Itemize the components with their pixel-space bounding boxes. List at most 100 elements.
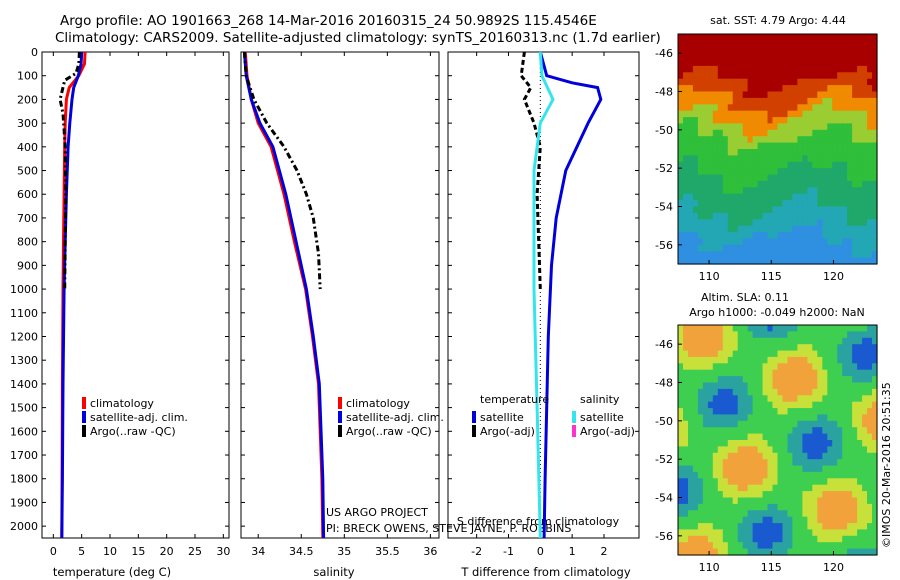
sla-map-cell xyxy=(772,356,779,364)
sst-map-cell xyxy=(762,65,769,73)
sla-map-cell xyxy=(772,414,779,422)
sla-map-cell xyxy=(712,459,719,467)
sst-map-cell xyxy=(727,155,734,163)
sla-map-cell xyxy=(832,369,838,377)
sla-map-cell xyxy=(872,440,878,447)
depth-tick-label: 1600 xyxy=(10,425,38,438)
sla-map-cell xyxy=(688,382,694,390)
sla-map-cell xyxy=(692,401,699,409)
sla-map-cell xyxy=(857,484,863,492)
difference-legend-group-title: temperature xyxy=(480,393,549,406)
sla-map-cell xyxy=(747,523,754,531)
sst-map-cell xyxy=(802,180,808,188)
sst-map-cell xyxy=(847,155,853,163)
sst-map-cell xyxy=(772,59,779,67)
sla-map-cell xyxy=(862,325,868,332)
sla-map-cell xyxy=(782,465,789,473)
sst-map-cell xyxy=(857,168,863,176)
sla-map-cell xyxy=(857,337,863,345)
sst-map-cell xyxy=(702,232,709,240)
sla-map-cell xyxy=(812,542,818,550)
sst-map-cell xyxy=(742,168,749,176)
sst-map-cell xyxy=(832,212,838,220)
sla-map-cell xyxy=(767,433,774,441)
sst-map-cell xyxy=(737,251,744,259)
sst-map-cell xyxy=(737,110,744,118)
sla-map-cell xyxy=(872,427,878,435)
sla-map-cell xyxy=(862,523,868,531)
sst-map-cell xyxy=(862,212,868,220)
sla-map-cell xyxy=(857,344,863,352)
sst-map-cell xyxy=(742,104,749,112)
sla-map-cell xyxy=(857,395,863,403)
sla-map-cell xyxy=(867,337,873,345)
sla-map-cell xyxy=(837,420,843,428)
sst-map-cell xyxy=(812,161,818,169)
sst-map-cell xyxy=(807,65,813,73)
sla-map-cell xyxy=(757,408,764,416)
sst-map-cell xyxy=(707,225,714,233)
sst-map-cell xyxy=(802,251,808,259)
sst-map-cell xyxy=(697,136,704,144)
sst-map-cell xyxy=(722,212,729,220)
difference-top-xlabel: S difference from climatology xyxy=(457,515,620,528)
sla-map-cell xyxy=(787,478,794,486)
sla-map-cell xyxy=(842,484,848,492)
sla-map-cell xyxy=(683,369,689,377)
sla-map-cell xyxy=(787,420,794,428)
depth-tick-label: 300 xyxy=(17,117,38,130)
sst-map-cell xyxy=(812,232,818,240)
sla-map-cell xyxy=(802,510,808,518)
sst-map-cell xyxy=(857,155,863,163)
sla-map-cell xyxy=(852,325,858,332)
sst-map-cell xyxy=(867,97,873,105)
sst-map-cell xyxy=(777,123,784,131)
sst-map-cell xyxy=(872,161,878,169)
sst-map-cell xyxy=(752,34,759,41)
sla-map-cell xyxy=(857,452,863,460)
sla-map-cell xyxy=(757,446,764,454)
sla-map-cell xyxy=(822,484,828,492)
sla-map-cell xyxy=(822,408,828,416)
sst-map-cell xyxy=(817,232,823,240)
sst-map-cell xyxy=(812,244,818,252)
sst-map-cell xyxy=(822,251,828,259)
sst-map-cell xyxy=(767,46,774,54)
salinity-xlabel: salinity xyxy=(313,565,354,579)
sla-map-cell xyxy=(717,440,724,447)
sla-map-cell xyxy=(697,395,704,403)
depth-tick-label: 1400 xyxy=(10,378,38,391)
sst-map-cell xyxy=(832,78,838,86)
sla-map-cell xyxy=(857,510,863,518)
sst-map-cell xyxy=(857,91,863,99)
sla-map-cell xyxy=(867,484,873,492)
sst-map-cell xyxy=(772,238,779,246)
sla-map-cell xyxy=(772,325,779,332)
sla-map-cell xyxy=(678,548,684,556)
sst-map-cell xyxy=(827,91,833,99)
sla-map-cell xyxy=(697,516,704,524)
sst-map-cell xyxy=(797,225,803,233)
sst-map-cell xyxy=(742,193,749,201)
sst-map-cell xyxy=(757,212,764,220)
sla-map-cell xyxy=(767,516,774,524)
sla-map-cell xyxy=(742,452,749,460)
sla-map-cell xyxy=(747,408,754,416)
sla-map-cell xyxy=(852,408,858,416)
sla-map-cell xyxy=(737,497,744,505)
sla-map-cell xyxy=(797,529,803,537)
sla-map-cell xyxy=(797,369,803,377)
sla-map-cell xyxy=(752,459,759,467)
sla-map-cell xyxy=(692,497,699,505)
sla-map-cell xyxy=(782,344,789,352)
sla-map-cell xyxy=(787,388,794,396)
sla-map-cell xyxy=(712,408,719,416)
sla-map-cell xyxy=(772,503,779,511)
sla-map-cell xyxy=(862,535,868,543)
sst-map-cell xyxy=(827,244,833,252)
sla-map-cell xyxy=(827,484,833,492)
sla-map-cell xyxy=(762,548,769,556)
sla-map-cell xyxy=(767,325,774,332)
difference-legend-label: satellite xyxy=(580,411,624,424)
sst-map-cell xyxy=(822,65,828,73)
